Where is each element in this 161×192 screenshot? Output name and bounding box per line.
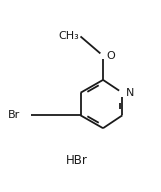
Text: N: N <box>126 88 134 98</box>
Text: HBr: HBr <box>66 154 88 167</box>
Text: O: O <box>107 51 115 61</box>
Text: CH₃: CH₃ <box>58 31 79 41</box>
Text: Br: Br <box>8 110 21 120</box>
